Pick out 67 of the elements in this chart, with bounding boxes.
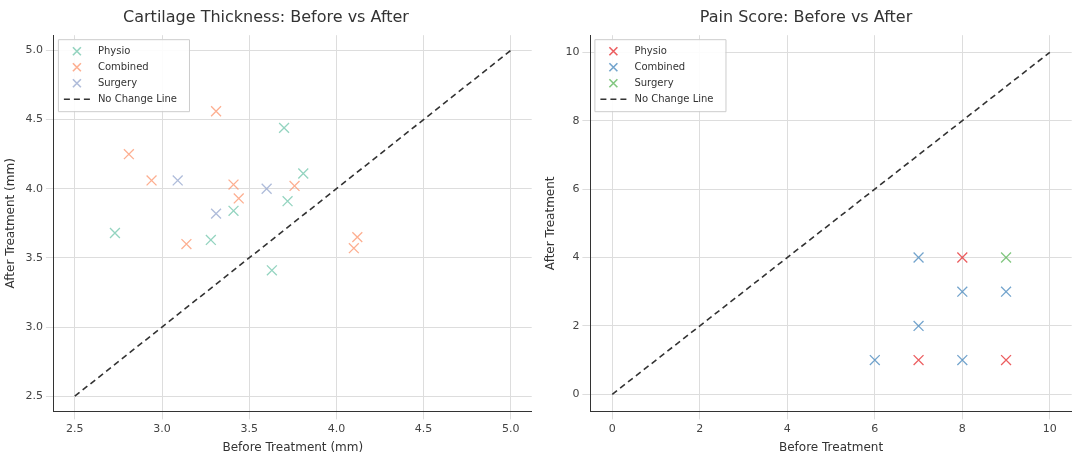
chart-title: Cartilage Thickness: Before vs After <box>123 6 410 26</box>
y-tick-label: 10 <box>565 45 580 59</box>
x-tick-label: 4 <box>783 421 791 435</box>
y-tick-label: 3.0 <box>25 319 43 333</box>
point <box>912 251 925 264</box>
point <box>1000 286 1012 298</box>
point <box>109 227 121 239</box>
point <box>123 148 135 160</box>
legend-label: Combined <box>634 60 686 72</box>
point <box>348 242 360 254</box>
legend-label: Surgery <box>634 76 674 88</box>
x-tick-label: 4.0 <box>327 421 346 435</box>
y-tick-label: 0 <box>572 387 580 401</box>
y-tick-label: 5.0 <box>25 43 43 57</box>
point <box>912 320 925 332</box>
x-tick-label: 5.0 <box>502 421 520 435</box>
point <box>145 174 158 187</box>
legend-label: Physio <box>634 44 667 56</box>
legend-label: No Change Line <box>97 92 177 104</box>
point <box>351 231 363 243</box>
x-tick-label: 6 <box>871 421 879 435</box>
point <box>261 183 273 195</box>
point <box>205 234 217 246</box>
point <box>210 208 222 220</box>
point <box>288 180 301 192</box>
point <box>869 354 881 366</box>
x-tick-label: 10 <box>1042 421 1057 435</box>
legend-label: No Change Line <box>634 92 714 104</box>
point <box>956 251 968 264</box>
x-tick-label: 2 <box>696 421 704 435</box>
x-tick-label: 8 <box>958 421 966 435</box>
x-tick-label: 0 <box>608 421 616 435</box>
point <box>227 178 240 191</box>
point <box>180 238 193 250</box>
y-tick-label: 2 <box>572 318 580 332</box>
y-tick-label: 8 <box>572 113 580 127</box>
point <box>1000 354 1012 366</box>
x-tick-label: 3.0 <box>153 421 171 435</box>
point <box>912 354 925 366</box>
point <box>227 205 240 217</box>
y-axis-title: After Treatment (mm) <box>3 158 18 289</box>
y-tick-label: 4.0 <box>25 181 43 195</box>
legend-label: Physio <box>97 44 131 56</box>
y-tick-label: 4.5 <box>25 112 43 126</box>
point <box>210 105 222 117</box>
y-axis-title: After Treatment <box>543 176 558 271</box>
x-axis-title: Before Treatment (mm) <box>222 439 364 454</box>
legend-label: Combined <box>97 60 149 72</box>
point <box>956 354 968 366</box>
x-tick-label: 4.5 <box>414 421 433 435</box>
x-tick-label: 2.5 <box>66 421 84 435</box>
point <box>278 122 290 134</box>
point <box>956 286 968 298</box>
y-tick-label: 2.5 <box>25 389 43 403</box>
y-tick-label: 3.5 <box>25 250 43 264</box>
chart-title: Pain Score: Before vs After <box>699 6 913 26</box>
point <box>297 167 309 180</box>
point <box>281 195 294 207</box>
y-tick-label: 4 <box>572 250 580 264</box>
legend-label: Surgery <box>97 76 138 88</box>
x-tick-label: 3.5 <box>240 421 258 435</box>
point <box>172 174 184 187</box>
point <box>1000 251 1012 264</box>
y-tick-label: 6 <box>572 181 580 195</box>
point <box>233 192 245 204</box>
point <box>266 264 278 276</box>
x-axis-title: Before Treatment <box>778 439 884 454</box>
